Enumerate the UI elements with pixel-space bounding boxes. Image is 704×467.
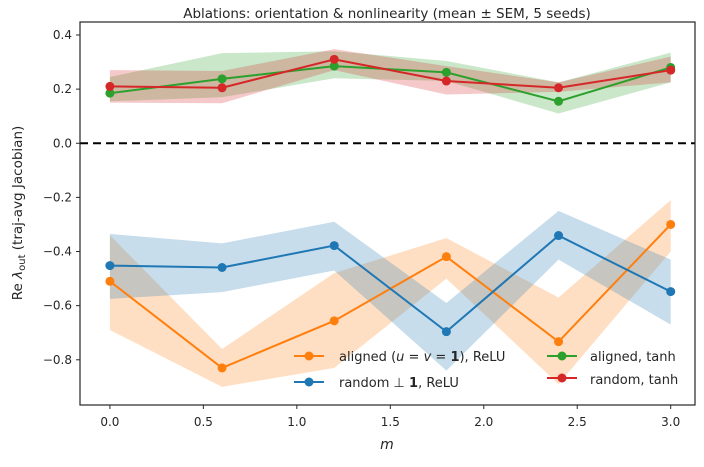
- y-tick-label: 0.2: [53, 82, 72, 96]
- data-point: [329, 54, 339, 64]
- plot-frame: [79, 21, 696, 406]
- data-point: [105, 81, 115, 91]
- legend-marker: [304, 351, 314, 361]
- legend-item-aligned-relu: aligned (u = v = 1), ReLU: [294, 350, 505, 365]
- legend-item-aligned-tanh: aligned, tanh: [547, 350, 676, 365]
- y-tick-label: −0.4: [43, 245, 72, 259]
- x-tick-label: 0.5: [194, 415, 213, 429]
- sem-band-3: [109, 49, 671, 104]
- data-point: [441, 327, 451, 337]
- legend-item-random-relu: random ⊥ 1, ReLU: [294, 376, 459, 391]
- legend-marker: [557, 351, 567, 361]
- data-point: [441, 76, 451, 86]
- x-tick-label: 2.5: [568, 415, 587, 429]
- data-point: [105, 88, 115, 98]
- data-point: [329, 316, 339, 326]
- sem-band-0: [109, 200, 671, 387]
- series-line-1: [109, 234, 672, 333]
- data-point: [666, 219, 676, 229]
- data-point: [554, 231, 564, 241]
- data-point: [666, 65, 676, 75]
- y-tick-label: 0.0: [53, 136, 72, 150]
- x-tick-label: 1.5: [381, 415, 400, 429]
- data-point: [554, 96, 564, 106]
- svg-text:random ⊥ 1, ReLU: random ⊥ 1, ReLU: [339, 376, 459, 391]
- chart-title: Ablations: orientation & nonlinearity (m…: [183, 6, 591, 22]
- data-point: [666, 287, 676, 297]
- data-point: [217, 74, 227, 84]
- data-point: [554, 337, 564, 347]
- legend-marker: [557, 373, 567, 383]
- svg-text:aligned (u = v = 1), ReLU: aligned (u = v = 1), ReLU: [339, 350, 505, 365]
- data-point: [441, 252, 451, 262]
- x-tick-label: 0.0: [100, 415, 119, 429]
- data-point: [329, 61, 339, 71]
- legend-marker: [304, 377, 314, 387]
- series-line-3: [109, 58, 671, 89]
- sem-band-1: [109, 210, 671, 371]
- x-tick-label: 2.0: [474, 415, 493, 429]
- data-point: [441, 67, 451, 77]
- legend-item-random-tanh: random, tanh: [547, 373, 678, 388]
- y-tick-label: −0.8: [43, 353, 72, 367]
- y-tick-label: −0.6: [43, 299, 72, 313]
- data-point: [105, 276, 115, 286]
- x-tick-label: 1.0: [287, 415, 306, 429]
- x-tick-label: 3.0: [661, 415, 680, 429]
- data-point: [329, 241, 339, 251]
- data-point: [217, 83, 227, 93]
- legend: aligned (u = v = 1), ReLU random ⊥ 1, Re…: [294, 350, 678, 391]
- y-axis-label: Re λout (traj-avg Jacobian): [10, 126, 28, 301]
- data-point: [105, 261, 115, 271]
- sem-band-2: [109, 51, 671, 114]
- data-point: [217, 262, 227, 272]
- x-axis-label: m: [380, 437, 394, 453]
- data-point: [554, 83, 564, 93]
- data-point: [217, 363, 227, 373]
- svg-text:random, tanh: random, tanh: [590, 373, 678, 388]
- svg-text:aligned, tanh: aligned, tanh: [590, 350, 676, 365]
- y-tick-label: 0.4: [53, 28, 72, 42]
- y-tick-label: −0.2: [43, 190, 72, 204]
